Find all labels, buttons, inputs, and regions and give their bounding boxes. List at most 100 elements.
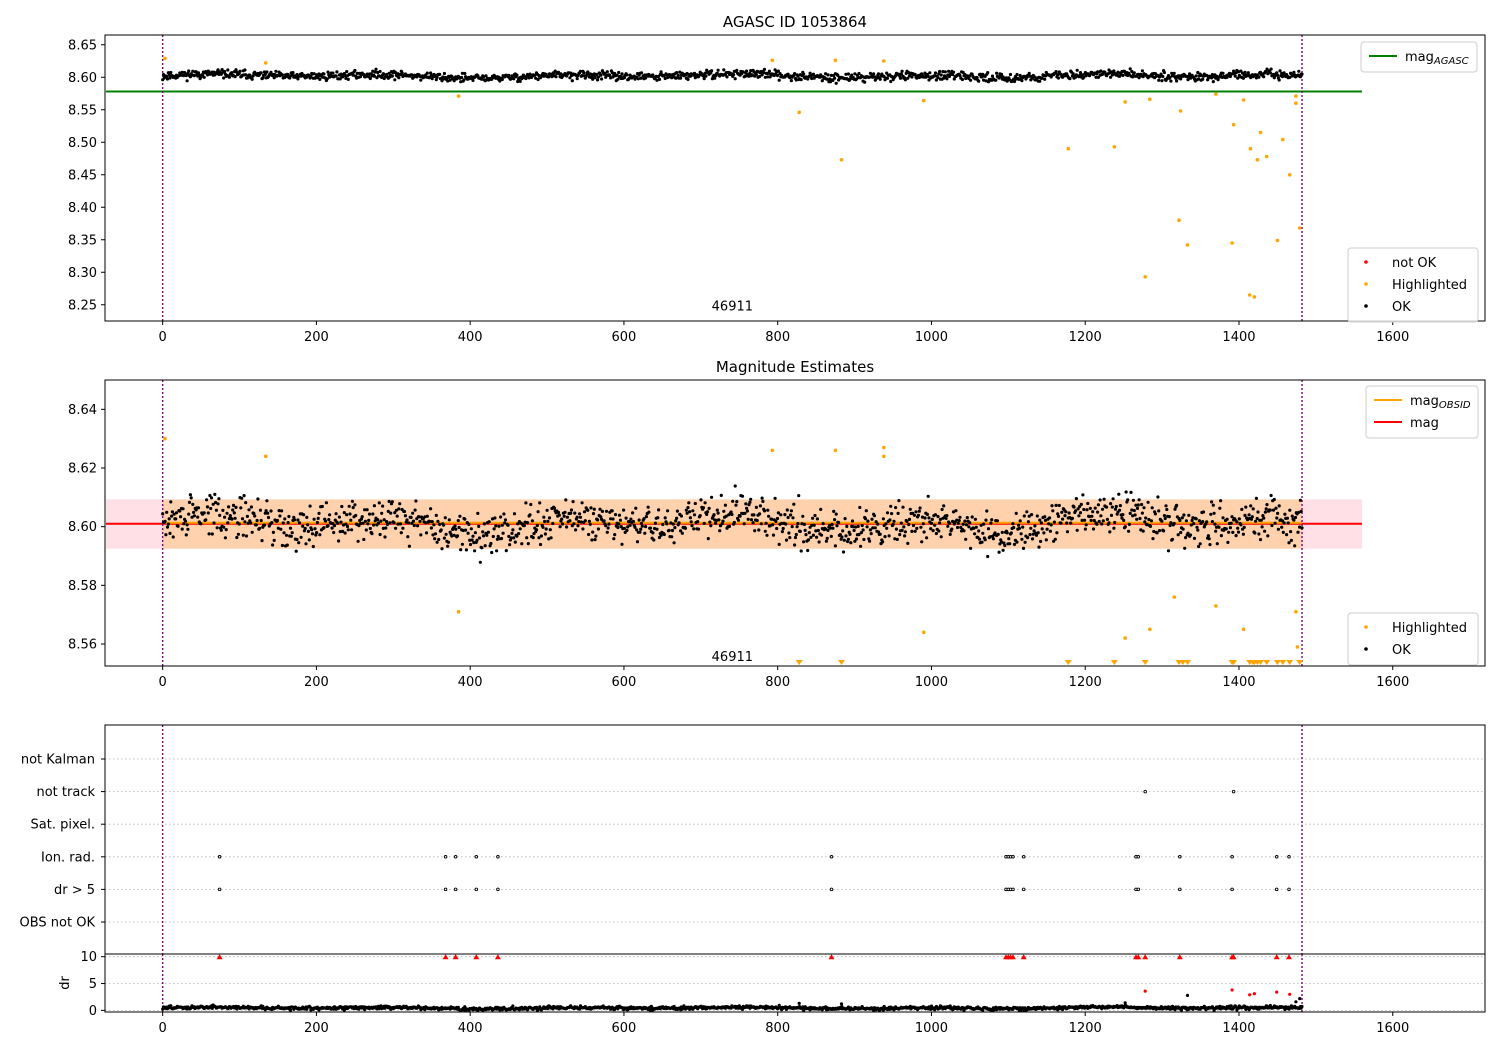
ok-point xyxy=(1091,527,1096,531)
ok-point xyxy=(799,78,803,82)
ok-point xyxy=(380,75,384,79)
y-tick-label: 8.62 xyxy=(68,462,97,477)
flag-point xyxy=(1143,789,1147,794)
ok-point xyxy=(948,532,952,537)
ok-point xyxy=(1191,516,1195,520)
ok-point xyxy=(1056,73,1060,77)
ok-point xyxy=(828,523,832,528)
ok-point xyxy=(817,540,821,544)
ok-point xyxy=(165,525,170,529)
ok-point xyxy=(565,515,570,519)
ok-point xyxy=(781,526,785,531)
capped-dr-marker xyxy=(1135,954,1142,960)
ok-point xyxy=(1210,500,1214,504)
legend-upper: magAGASC xyxy=(1360,41,1478,73)
flag-point xyxy=(474,887,479,892)
ok-point xyxy=(1268,71,1272,75)
ok-point xyxy=(666,509,670,513)
ok-point xyxy=(947,521,952,525)
ok-point xyxy=(1218,506,1222,510)
ok-point xyxy=(1012,542,1017,547)
ok-point xyxy=(1298,498,1302,502)
ok-point xyxy=(547,537,551,541)
ok-point xyxy=(1184,519,1188,523)
ok-point xyxy=(957,518,961,523)
ok-point xyxy=(683,526,688,530)
ok-point xyxy=(999,540,1004,544)
ok-point xyxy=(1044,538,1048,542)
x-tick-label: 1200 xyxy=(1069,675,1102,690)
ok-point xyxy=(939,73,943,77)
ok-point xyxy=(692,513,697,517)
ok-point xyxy=(944,516,948,521)
ok-point xyxy=(320,504,324,509)
ok-point xyxy=(906,541,910,546)
x-tick-label: 200 xyxy=(304,330,329,345)
ok-point xyxy=(899,521,903,525)
y-tick-label: 8.40 xyxy=(68,201,97,216)
ok-point xyxy=(1029,526,1033,530)
ok-point xyxy=(1241,532,1245,536)
ok-point xyxy=(509,536,513,540)
ok-point xyxy=(1093,506,1097,510)
ok-point xyxy=(1161,74,1165,79)
ok-point xyxy=(1078,511,1083,515)
ok-point xyxy=(233,516,237,520)
ok-point xyxy=(699,498,703,502)
ok-point xyxy=(1276,73,1280,77)
ok-point xyxy=(593,538,597,542)
ok-point xyxy=(771,523,775,527)
ok-point xyxy=(1038,79,1042,83)
ok-point xyxy=(1211,80,1215,84)
ok-point xyxy=(958,74,962,78)
ok-point xyxy=(907,522,911,527)
ok-point xyxy=(714,518,719,523)
ok-point xyxy=(242,494,246,498)
ok-point xyxy=(480,77,484,81)
ok-point xyxy=(490,550,494,555)
ok-point xyxy=(1253,531,1257,535)
y-tick-label: 8.58 xyxy=(68,579,97,594)
ok-point xyxy=(816,528,820,533)
ok-point xyxy=(1210,520,1214,524)
ok-point xyxy=(374,67,378,71)
ok-point xyxy=(1180,516,1184,520)
ok-point xyxy=(698,514,702,518)
highlighted-point xyxy=(456,94,461,98)
ok-point xyxy=(1234,534,1238,538)
ok-point xyxy=(969,546,973,551)
highlighted-point xyxy=(1185,243,1190,247)
ok-point xyxy=(933,74,937,78)
ok-point xyxy=(874,520,878,524)
highlighted-point xyxy=(1297,226,1302,230)
ok-point xyxy=(1118,504,1122,508)
ok-point xyxy=(588,522,592,526)
ok-point xyxy=(469,527,473,531)
ok-point xyxy=(625,73,629,77)
ok-point xyxy=(271,543,275,547)
ok-point xyxy=(311,544,315,549)
ok-point xyxy=(236,532,240,536)
ok-point xyxy=(638,530,642,534)
ok-point xyxy=(477,524,481,529)
ok-point xyxy=(194,70,198,74)
ok-point xyxy=(686,77,690,81)
ok-point xyxy=(1030,537,1035,541)
ok-point xyxy=(1181,527,1185,531)
ok-point xyxy=(922,530,926,534)
ok-point xyxy=(802,72,806,76)
ok-point xyxy=(859,531,864,535)
ok-point xyxy=(543,519,547,524)
ok-point xyxy=(1241,76,1245,80)
ok-point xyxy=(342,510,346,515)
ok-point xyxy=(689,520,693,524)
ok-point xyxy=(1047,522,1051,526)
y-tick-label: 8.65 xyxy=(68,38,97,53)
ok-point xyxy=(1109,513,1114,518)
ok-point xyxy=(606,526,610,530)
ok-point xyxy=(1067,511,1071,515)
ok-point xyxy=(1272,497,1276,502)
highlighted-point xyxy=(163,56,167,61)
ok-point xyxy=(644,515,649,519)
